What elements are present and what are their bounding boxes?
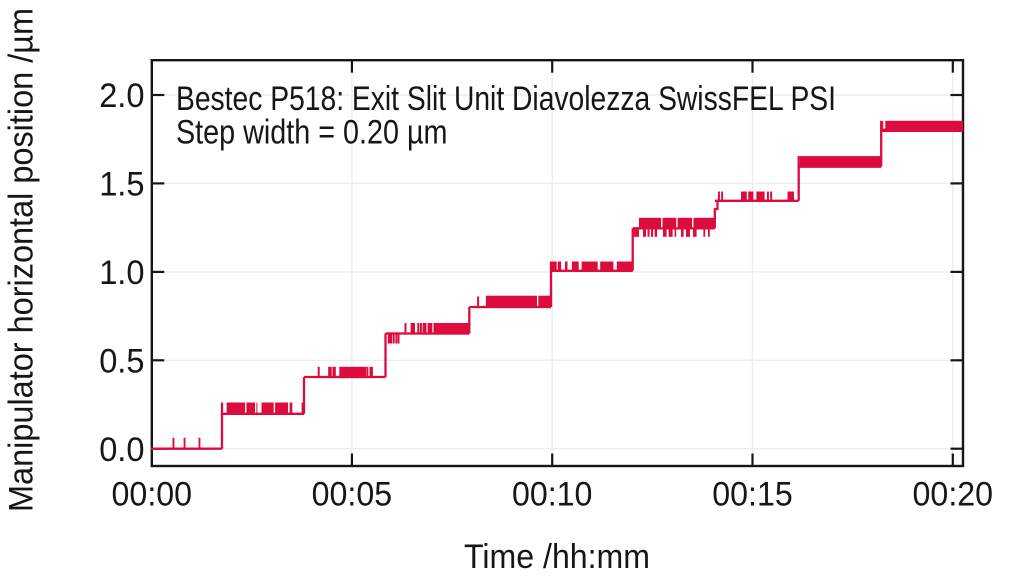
svg-text:Bestec P518: Exit Slit Unit Di: Bestec P518: Exit Slit Unit Diavolezza S… bbox=[176, 80, 836, 118]
svg-text:Time /hh:mm: Time /hh:mm bbox=[464, 538, 650, 576]
svg-text:0.5: 0.5 bbox=[99, 343, 144, 381]
svg-text:Manipulator horizontal positio: Manipulator horizontal position /µm bbox=[3, 8, 41, 512]
svg-text:00:20: 00:20 bbox=[913, 476, 994, 514]
svg-text:1.5: 1.5 bbox=[99, 166, 144, 204]
svg-text:00:15: 00:15 bbox=[712, 476, 793, 514]
svg-text:00:10: 00:10 bbox=[512, 476, 593, 514]
svg-text:1.0: 1.0 bbox=[99, 254, 144, 292]
svg-text:2.0: 2.0 bbox=[99, 77, 144, 115]
svg-text:00:05: 00:05 bbox=[312, 476, 393, 514]
svg-text:00:00: 00:00 bbox=[112, 476, 193, 514]
svg-text:Step width = 0.20 µm: Step width = 0.20 µm bbox=[176, 113, 448, 151]
svg-text:0.0: 0.0 bbox=[99, 431, 144, 469]
